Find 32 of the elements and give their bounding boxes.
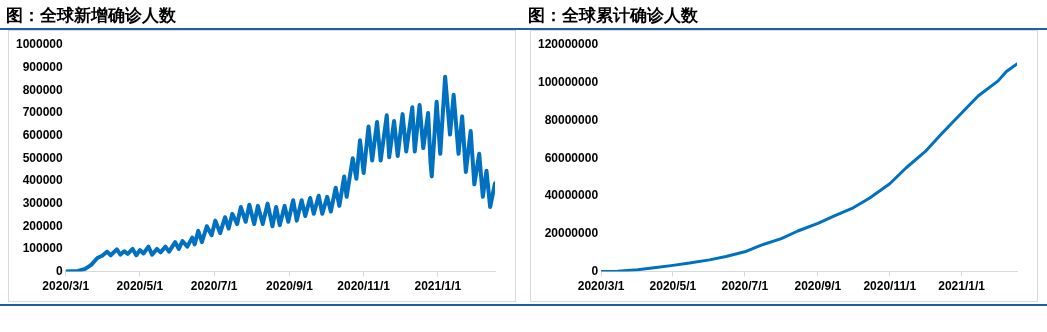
y-tick-label: 120000000 bbox=[537, 37, 599, 52]
chart-title: 图：全球累计确诊人数 bbox=[528, 4, 698, 27]
y-tick-label: 60000000 bbox=[544, 150, 599, 165]
x-tick-label: 2020/9/1 bbox=[266, 279, 314, 294]
y-tick-label: 500000 bbox=[22, 150, 64, 165]
y-tick-label: 600000 bbox=[22, 127, 64, 142]
y-tick-label: 400000 bbox=[22, 173, 64, 188]
x-tick-label: 2020/11/1 bbox=[863, 279, 917, 294]
y-tick-label: 40000000 bbox=[544, 188, 599, 203]
y-tick-label: 800000 bbox=[22, 82, 64, 97]
y-tick-label: 1000000 bbox=[16, 37, 64, 52]
x-tick-label: 2020/11/1 bbox=[337, 279, 391, 294]
y-tick-label: 300000 bbox=[22, 195, 64, 210]
y-tick-label: 100000000 bbox=[537, 75, 599, 90]
x-tick-label: 2020/5/1 bbox=[649, 279, 697, 294]
x-tick-label: 2020/7/1 bbox=[190, 279, 238, 294]
y-tick-label: 900000 bbox=[22, 59, 64, 74]
x-tick-label: 2021/1/1 bbox=[938, 279, 986, 294]
y-tick-label: 700000 bbox=[22, 105, 64, 120]
x-tick-label: 2020/3/1 bbox=[577, 279, 625, 294]
y-tick-label: 0 bbox=[591, 263, 599, 278]
x-tick-label: 2020/9/1 bbox=[794, 279, 842, 294]
chart-title: 图：全球新增确诊人数 bbox=[6, 4, 176, 27]
y-tick-label: 200000 bbox=[22, 218, 64, 233]
x-tick-label: 2020/5/1 bbox=[116, 279, 164, 294]
x-tick-label: 2021/1/1 bbox=[414, 279, 462, 294]
y-tick-label: 20000000 bbox=[544, 226, 599, 241]
x-tick-label: 2020/3/1 bbox=[42, 279, 90, 294]
y-tick-label: 80000000 bbox=[544, 112, 599, 127]
y-tick-label: 0 bbox=[56, 263, 64, 278]
y-tick-label: 100000 bbox=[22, 241, 64, 256]
x-tick-label: 2020/7/1 bbox=[721, 279, 769, 294]
